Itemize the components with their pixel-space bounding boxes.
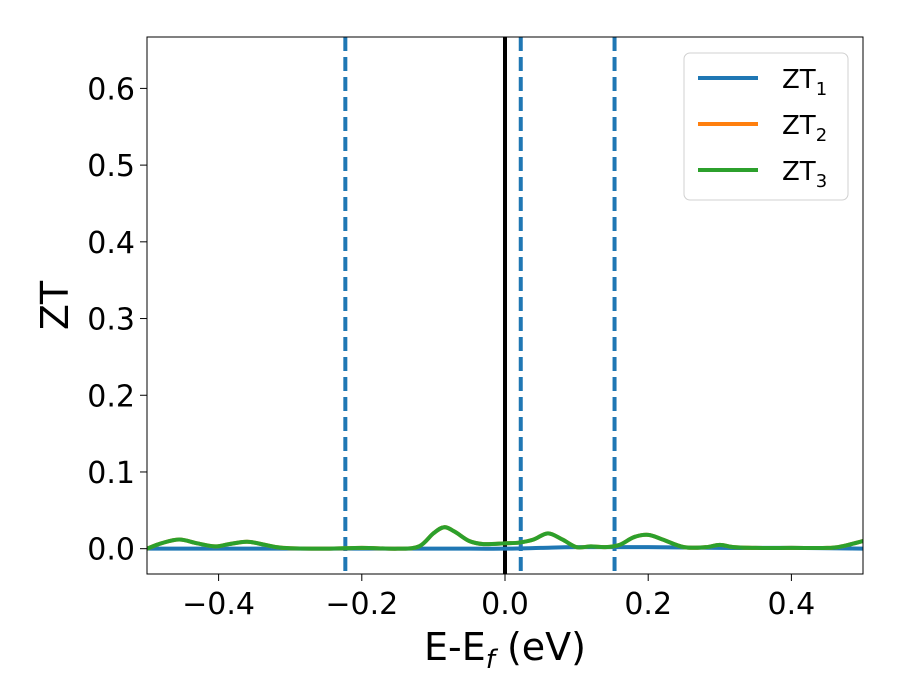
y-tick-label: 0.1 <box>87 456 135 491</box>
x-tick-label: −0.2 <box>325 587 398 622</box>
y-tick-label: 0.2 <box>87 379 135 414</box>
x-ticks: −0.4 −0.2 0.0 0.2 0.4 <box>182 574 815 622</box>
y-axis-title: ZT <box>33 280 77 330</box>
y-tick-label: 0.0 <box>87 533 135 568</box>
series-line-3 <box>147 525 863 551</box>
legend-label-3: ZT3 <box>782 157 827 192</box>
legend-box <box>683 52 849 201</box>
x-tick-label: 0.0 <box>481 587 529 622</box>
y-tick-label: 0.3 <box>87 303 135 338</box>
legend-label-2: ZT2 <box>782 111 827 146</box>
y-tick-label: 0.6 <box>87 72 135 107</box>
y-tick-label: 0.5 <box>87 149 135 184</box>
x-axis-title: E-Ef (eV) <box>424 625 586 675</box>
series-lines <box>147 525 863 551</box>
legend: ZT1 ZT2 ZT3 <box>683 52 849 201</box>
x-tick-label: 0.2 <box>624 587 672 622</box>
vertical-reference-lines <box>343 37 617 574</box>
x-tick-label: −0.4 <box>182 587 255 622</box>
y-tick-label: 0.4 <box>87 226 135 261</box>
x-tick-label: 0.4 <box>768 587 816 622</box>
y-ticks: 0.0 0.1 0.2 0.3 0.4 0.5 0.6 <box>87 72 147 568</box>
legend-label-1: ZT1 <box>782 65 827 100</box>
